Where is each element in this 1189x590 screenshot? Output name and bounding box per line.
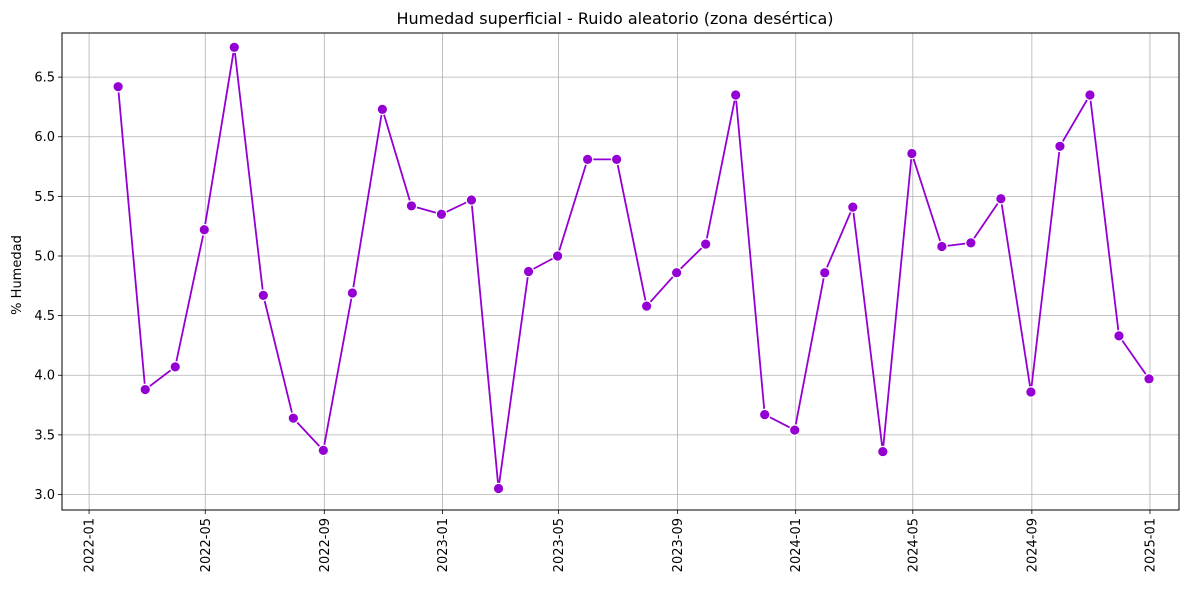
data-point <box>995 192 1007 205</box>
y-axis-label: % Humedad <box>10 235 25 315</box>
data-point <box>1054 140 1066 153</box>
x-tick-label: 2024-05 <box>906 518 921 572</box>
data-point <box>492 482 505 495</box>
y-tick-label: 4.0 <box>34 369 55 384</box>
data-point <box>936 240 948 253</box>
data-point <box>198 223 211 236</box>
y-tick-label: 6.0 <box>34 130 55 145</box>
data-point <box>169 361 182 373</box>
data-point <box>112 80 124 93</box>
data-point <box>906 147 918 160</box>
x-tick-label: 2024-01 <box>789 518 804 572</box>
data-point <box>1113 330 1125 342</box>
data-point <box>405 200 418 212</box>
data-point <box>228 41 241 54</box>
y-tick-label: 6.5 <box>34 71 55 86</box>
data-point <box>346 287 359 299</box>
grid <box>62 33 1179 510</box>
data-point <box>847 201 859 213</box>
x-tick-label: 2022-09 <box>318 518 333 572</box>
data-point <box>729 89 742 101</box>
data-point <box>139 383 152 396</box>
data-point <box>376 103 389 116</box>
x-tick-label: 2024-09 <box>1025 518 1040 572</box>
data-point <box>1084 89 1096 101</box>
chart-title: Humedad superficial - Ruido aleatorio (z… <box>396 9 833 28</box>
series-humedad <box>112 41 1155 495</box>
y-tick-label: 3.0 <box>34 488 55 503</box>
data-point <box>317 444 330 457</box>
y-axis: 3.0 3.5 4.0 4.5 5.0 5.5 6.0 6.5 <box>34 71 62 503</box>
data-point <box>551 250 564 262</box>
x-tick-label: 2023-05 <box>552 518 567 572</box>
x-tick-label: 2025-01 <box>1143 518 1158 572</box>
x-tick-label: 2023-09 <box>671 518 686 572</box>
y-tick-label: 3.5 <box>34 428 55 443</box>
data-point <box>877 445 889 458</box>
plot-frame <box>61 32 1180 511</box>
series-line <box>117 46 1150 490</box>
data-point <box>1143 373 1155 385</box>
data-point <box>699 238 712 250</box>
x-tick-label: 2022-01 <box>83 518 98 572</box>
data-point <box>581 153 594 166</box>
data-point <box>610 153 623 166</box>
y-tick-label: 4.5 <box>34 309 55 324</box>
data-point <box>257 289 270 302</box>
data-point <box>465 194 478 206</box>
data-point <box>640 300 653 312</box>
data-point <box>788 424 801 436</box>
y-tick-label: 5.0 <box>34 249 55 264</box>
x-axis: 2022-01 2022-05 2022-09 2023-01 2023-05 2023-… <box>83 510 1158 572</box>
data-point <box>435 208 448 221</box>
data-point <box>758 408 771 421</box>
data-point <box>670 266 683 279</box>
data-point <box>287 412 300 424</box>
x-tick-label: 2023-01 <box>436 518 451 572</box>
x-tick-label: 2022-05 <box>199 518 214 572</box>
data-point <box>522 265 535 278</box>
data-point <box>965 237 977 249</box>
data-point <box>1025 386 1037 398</box>
data-point <box>818 266 831 279</box>
y-tick-label: 5.5 <box>34 190 55 205</box>
